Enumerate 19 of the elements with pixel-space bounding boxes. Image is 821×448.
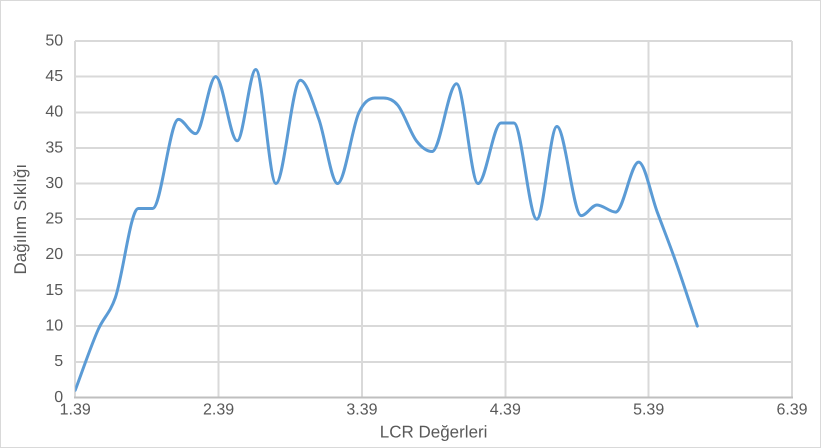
x-tick-label: 4.39 <box>490 401 521 418</box>
y-tick-label: 20 <box>45 246 64 264</box>
x-tick-label: 1.39 <box>60 401 91 418</box>
y-tick-label: 5 <box>54 353 64 370</box>
x-tick-label: 6.39 <box>776 401 808 418</box>
y-tick-label: 30 <box>45 174 64 192</box>
x-tick-label: 2.39 <box>202 401 234 418</box>
y-tick-label: 35 <box>45 139 64 156</box>
line-series <box>75 68 699 392</box>
y-tick-label: 25 <box>45 210 64 228</box>
y-tick-label: 45 <box>45 68 64 86</box>
y-tick-label: 50 <box>45 32 64 50</box>
x-tick-label: 5.39 <box>633 401 664 418</box>
x-tick-label: 3.39 <box>346 401 378 418</box>
y-axis-title: Dağılım Sıklığı <box>10 164 30 274</box>
x-axis-title: LCR Değerleri <box>380 422 488 442</box>
y-tick-label: 15 <box>45 282 64 299</box>
y-tick-label: 10 <box>45 318 64 335</box>
y-tick-label: 40 <box>45 104 64 121</box>
